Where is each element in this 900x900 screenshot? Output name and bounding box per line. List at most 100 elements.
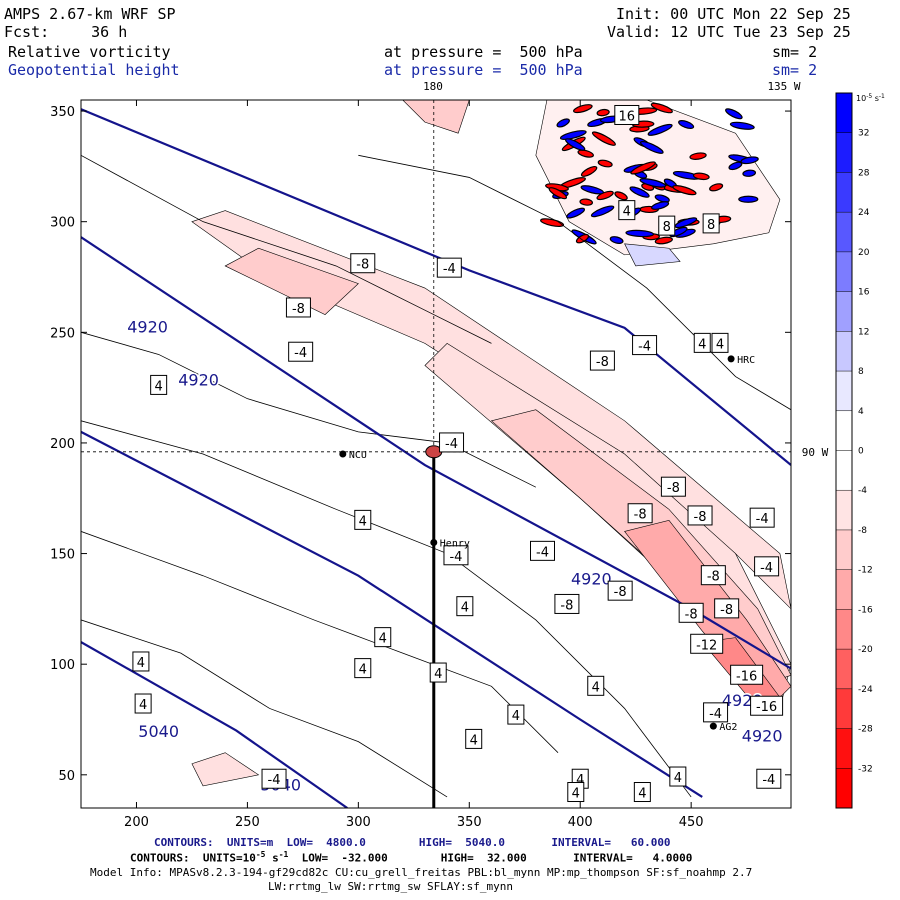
- colorbar-label: -4: [858, 486, 867, 496]
- colorbar-swatch: [836, 529, 852, 570]
- colorbar-label: 0: [858, 447, 864, 457]
- vorticity-cell: [596, 190, 614, 201]
- vorticity-label: 8: [663, 220, 671, 235]
- lon-135w-label: 135 W: [767, 80, 800, 93]
- vorticity-label-box: [607, 580, 633, 601]
- vorticity-label-box: [702, 213, 720, 234]
- colorbar-label: -20: [858, 645, 873, 655]
- vorticity-cell: [742, 169, 757, 177]
- vorticity-label-box: [749, 507, 775, 528]
- colorbar-label: 20: [858, 248, 870, 258]
- lon-180-label: 180: [423, 80, 443, 93]
- plot-frame: [80, 99, 792, 809]
- vorticity-label: -8: [634, 508, 647, 523]
- vorticity-label-box: [754, 556, 780, 577]
- model-title: AMPS 2.67-km WRF SP: [4, 5, 176, 23]
- colorbar-label: 32: [858, 129, 869, 139]
- vorticity-cell: [639, 178, 667, 188]
- vorticity-cell: [728, 161, 743, 171]
- colorbar-swatch: [836, 291, 852, 332]
- lon-90w-label: 90 W: [802, 446, 829, 459]
- vorticity-cell: [591, 131, 616, 146]
- vorticity-cell: [556, 118, 570, 128]
- vorticity-cell: [579, 198, 594, 206]
- footer-vort-c: LOW= -32.000 HIGH= 32.000 INTERVAL= 4.00…: [288, 851, 693, 865]
- vorticity-label: -16: [756, 700, 777, 715]
- vorticity-label: 4: [512, 709, 520, 724]
- height-contour-5040: [81, 641, 348, 808]
- footer-vort-exp2: -1: [278, 850, 289, 859]
- vorticity-cell: [597, 159, 613, 168]
- x-tick-label: 450: [679, 815, 704, 830]
- forecast-label-text: Fcst:: [4, 23, 50, 41]
- vorticity-label-box: [632, 335, 658, 356]
- vorticity-label-box: [554, 593, 580, 614]
- y-tick-label: 350: [50, 105, 75, 120]
- vorticity-label: 4: [139, 698, 147, 713]
- colorbar-unit-base: 10: [856, 94, 866, 103]
- vorticity-label: -8: [685, 607, 698, 622]
- colorbar-label: -12: [858, 566, 873, 576]
- vorticity-label-box: [690, 633, 724, 654]
- x-tick-label: 250: [235, 815, 260, 830]
- field1-level: at pressure = 500 hPa: [384, 43, 583, 61]
- station-label: Henry: [440, 539, 470, 550]
- x-tick-label: 400: [568, 815, 593, 830]
- footer-vort-a: CONTOURS: UNITS=10: [130, 851, 256, 865]
- vorticity-label-box: [285, 297, 311, 318]
- vorticity-cell: [692, 172, 710, 181]
- colorbar-swatch: [836, 728, 852, 769]
- vorticity-label-box: [507, 704, 525, 725]
- vorticity-label: 4: [674, 771, 682, 786]
- vorticity-label-box: [669, 766, 687, 787]
- station-label: AG2: [719, 722, 737, 733]
- vorticity-label: -4: [268, 773, 281, 788]
- vorticity-label: 4: [359, 663, 367, 678]
- vorticity-label-box: [756, 768, 782, 789]
- vorticity-label: 4: [623, 205, 631, 220]
- colorbar-label: 8: [858, 367, 864, 377]
- height-contour-4920: [81, 108, 791, 466]
- vorticity-label: -8: [720, 603, 733, 618]
- vorticity-label-box: [614, 104, 640, 125]
- vorticity-band-south: [191, 752, 260, 787]
- vorticity-cell: [614, 191, 628, 201]
- plot-area: 4920492049204920492050405040-8-4-8-44-8-…: [81, 100, 791, 808]
- vorticity-cell: [573, 104, 593, 114]
- field2-name: Geopotential height: [8, 61, 180, 79]
- colorbar-unit-exp: -5: [866, 93, 872, 100]
- colorbar-label: -32: [858, 764, 873, 774]
- colorbar-unit: 10-5 s-1: [856, 93, 885, 103]
- vorticity-label-box: [374, 627, 392, 648]
- vorticity-label-box: [439, 432, 465, 453]
- vorticity-label-box: [530, 540, 555, 561]
- vorticity-label: 4: [638, 787, 646, 802]
- height-label: 4920: [178, 370, 219, 389]
- vorticity-label: 4: [155, 379, 163, 394]
- vorticity-label: 8: [707, 218, 715, 233]
- vorticity-label: -4: [638, 340, 651, 355]
- vorticity-label: -8: [694, 510, 707, 525]
- vorticity-label: 4: [379, 632, 387, 647]
- vorticity-label-box: [456, 596, 474, 617]
- vorticity-cell: [596, 108, 610, 117]
- colorbar-label: 4: [858, 407, 864, 417]
- colorbar-label: 16: [858, 288, 870, 298]
- colorbar-swatch: [836, 490, 852, 530]
- colorbar-label: -24: [858, 685, 873, 695]
- field2-level: at pressure = 500 hPa: [384, 61, 583, 79]
- vorticity-label-box: [678, 602, 704, 623]
- colorbar-swatch: [836, 132, 852, 173]
- forecast-value: 36 h: [91, 23, 128, 41]
- vorticity-label: -4: [445, 437, 458, 452]
- vorticity-band-top: [402, 100, 470, 134]
- x-tick-label: 300: [346, 815, 371, 830]
- height-contour-5040: [81, 430, 703, 798]
- x-tick-label: 200: [124, 815, 149, 830]
- vorticity-label: -4: [536, 545, 549, 560]
- colorbar-swatch: [836, 212, 852, 252]
- vorticity-label: 4: [592, 680, 600, 695]
- footer-model-info: Model Info: MPASv8.2.3-194-gf29cd82c CU:…: [90, 866, 753, 879]
- field1-sm: sm= 2: [772, 43, 818, 61]
